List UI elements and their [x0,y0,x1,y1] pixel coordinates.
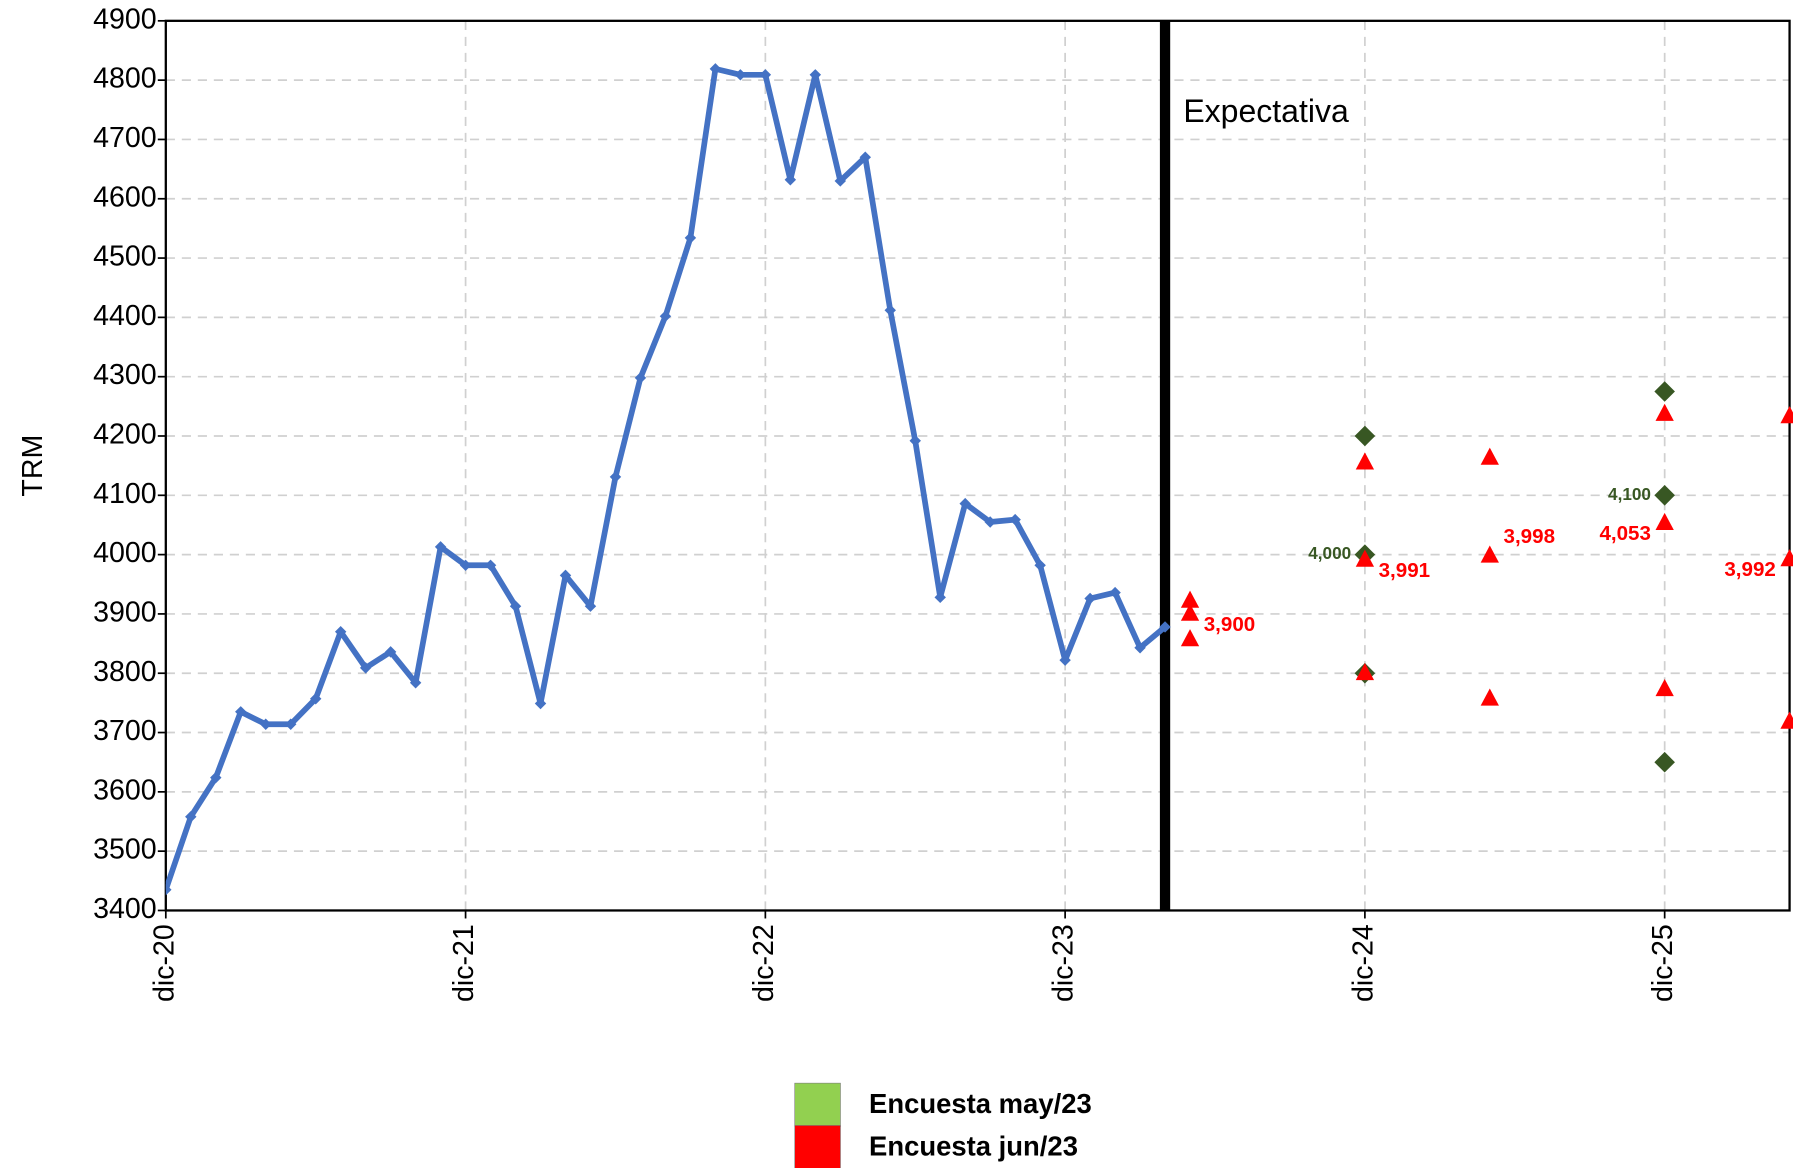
triangle-marker [1480,447,1499,465]
triangle-marker [1480,545,1499,563]
x-tick-label: dic-20 [148,924,180,1002]
line-marker [859,151,871,163]
triangle-marker [1355,452,1375,470]
line-marker [534,697,547,710]
data-label: 4,100 [1608,484,1651,504]
triangle-marker [1655,512,1674,531]
line-marker [984,516,996,528]
line-marker [1109,586,1121,599]
line-marker [659,310,672,322]
data-label: 4,053 [1599,522,1651,545]
line-marker [359,662,372,674]
y-tick-label: 4300 [93,359,157,391]
legend-label: Encuesta may/23 [869,1088,1092,1119]
x-tick-label: dic-21 [448,924,480,1002]
triangle-marker [1180,629,1200,647]
line-marker [734,69,747,81]
line-marker [709,63,722,75]
y-tick-label: 4700 [93,122,157,154]
line-marker [1034,559,1046,572]
diamond-marker [1354,425,1376,447]
line-marker [1059,654,1071,666]
y-tick-label: 4600 [93,181,157,213]
y-tick-label: 3800 [93,656,157,688]
triangle-marker [1355,662,1375,681]
y-tick-label: 4800 [93,63,157,95]
line-marker [609,471,622,483]
line-marker [1009,513,1021,526]
y-tick-label: 3400 [93,893,157,925]
triangle-marker [1180,603,1200,621]
triangle-marker [1780,711,1793,729]
line-marker [260,718,272,730]
y-tick-label: 3500 [93,834,157,866]
y-tick-label: 4500 [93,241,157,273]
line-marker [1084,592,1096,605]
triangle-marker [1655,678,1674,697]
triangle-marker [1780,406,1793,424]
line-marker [759,69,772,81]
legend-swatch [794,1082,841,1127]
data-label: 3,991 [1379,559,1431,582]
plot-frame [164,19,1791,912]
line-marker [909,435,921,447]
diamond-marker [1654,751,1675,773]
y-tick-label: 3900 [93,596,157,628]
line-marker [684,232,697,244]
x-tick-label: dic-22 [748,924,780,1002]
line-marker [559,569,572,582]
data-label: 4,000 [1308,543,1351,563]
line-series [165,66,1167,891]
x-tick-label: dic-23 [1048,924,1080,1002]
y-tick-label: 4200 [93,419,157,451]
line-marker [784,174,797,186]
triangle-marker [1180,590,1200,608]
line-marker [809,69,822,81]
line-marker [1134,642,1146,654]
legend-label: Encuesta jun/23 [869,1131,1078,1162]
line-marker [884,304,896,316]
x-tick-label: dic-25 [1647,924,1679,1002]
line-marker [309,693,322,705]
line-marker [409,677,422,689]
y-tick-label: 4000 [93,537,157,569]
triangle-marker [1780,549,1793,567]
data-label: 3,992 [1724,558,1776,581]
line-marker [834,175,847,187]
y-tick-label: 4400 [93,300,157,332]
legend-swatch [794,1125,841,1168]
y-tick-label: 3600 [93,774,157,806]
diamond-marker [1654,485,1675,506]
y-tick-label: 4900 [93,3,157,35]
triangle-marker [1655,403,1674,421]
data-label: 3,900 [1204,613,1256,636]
x-tick-label: dic-24 [1347,924,1379,1002]
line-marker [959,497,971,510]
line-marker [1159,621,1171,633]
line-marker [584,600,597,612]
data-label: 3,998 [1504,525,1556,548]
diamond-marker [1654,381,1675,402]
plot-area [165,63,1793,896]
y-tick-label: 4100 [93,478,157,510]
y-tick-label: 3700 [93,715,157,747]
triangle-marker [1355,549,1375,567]
y-axis-label: TRM [17,435,49,497]
triangle-marker [1480,688,1499,706]
line-marker [165,883,172,896]
annotation: Expectativa [1183,93,1349,129]
